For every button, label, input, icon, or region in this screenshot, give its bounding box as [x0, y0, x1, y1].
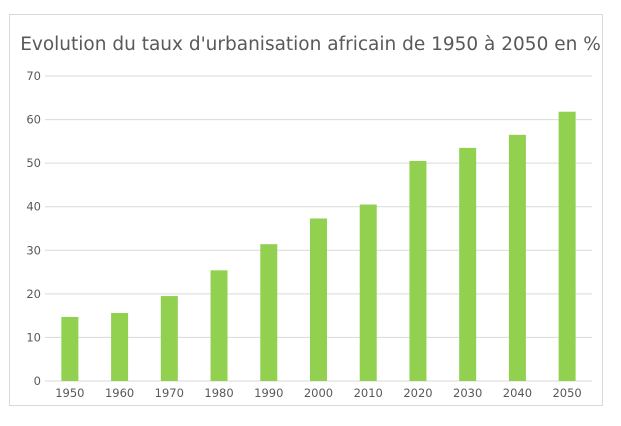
bar-2040 [508, 134, 526, 381]
y-tick-label: 70 [26, 69, 41, 83]
x-tick-label: 2030 [453, 386, 482, 400]
bar-1960 [111, 313, 129, 381]
y-tick-label: 20 [26, 287, 41, 301]
x-tick-label: 1990 [254, 386, 283, 400]
chart-title: Evolution du taux d'urbanisation africai… [20, 34, 601, 55]
bar-2020 [409, 160, 427, 381]
chart-frame [9, 14, 603, 406]
x-tick-label: 2050 [552, 386, 581, 400]
y-tick-label: 40 [26, 200, 41, 214]
bar-2010 [359, 204, 377, 381]
bars [61, 111, 576, 381]
bar-2000 [310, 218, 327, 381]
x-axis-ticks: 1950 1960 1970 1980 1990 2000 2010 2020 2030 2040… [55, 386, 582, 400]
x-tick-label: 2000 [304, 386, 333, 400]
bar-1950 [61, 316, 79, 381]
bar-2050 [558, 111, 576, 381]
x-tick-label: 2010 [354, 386, 383, 400]
x-tick-label: 1970 [155, 386, 184, 400]
y-axis-ticks: 0 10 20 30 40 50 60 70 [26, 69, 41, 388]
x-tick-label: 2020 [403, 386, 432, 400]
y-tick-label: 0 [34, 374, 41, 388]
y-tick-label: 10 [26, 330, 41, 344]
x-tick-label: 1950 [55, 386, 84, 400]
bar-1990 [260, 244, 278, 381]
x-tick-label: 1960 [105, 386, 134, 400]
bar-1980 [210, 270, 228, 381]
y-tick-label: 50 [26, 156, 41, 170]
x-tick-label: 1980 [204, 386, 233, 400]
y-tick-label: 30 [26, 243, 41, 257]
y-tick-label: 60 [26, 113, 41, 127]
x-tick-label: 2040 [503, 386, 532, 400]
bar-1970 [160, 296, 178, 381]
bar-2030 [459, 147, 477, 381]
